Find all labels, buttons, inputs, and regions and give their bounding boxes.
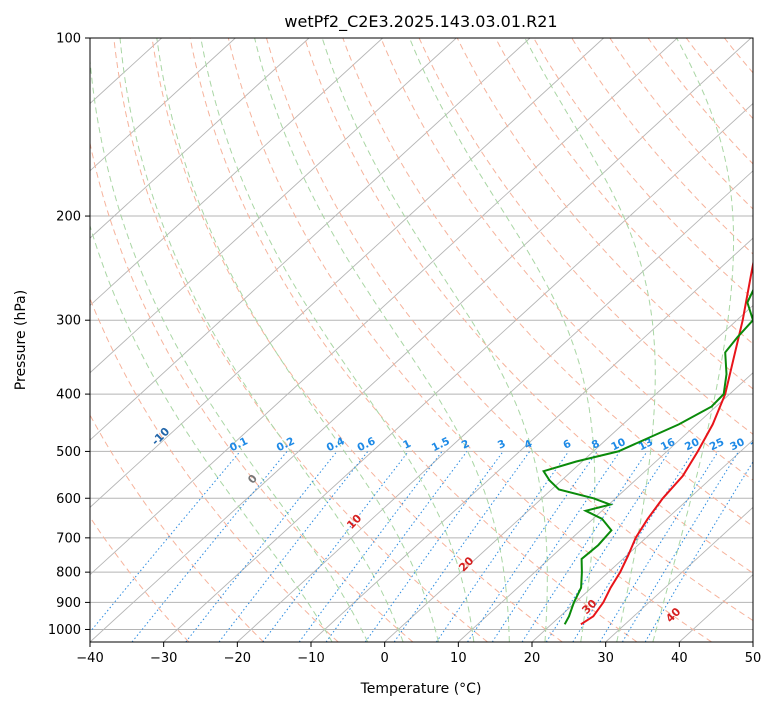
mixing-ratio-line — [491, 451, 621, 642]
isotherm-line — [90, 38, 752, 642]
x-tick-label: 30 — [597, 651, 614, 666]
isotherm-line — [90, 38, 531, 441]
dry-adiabat-line — [189, 38, 638, 642]
mixing-ratio-line — [393, 451, 531, 642]
dry-adiabat-line — [266, 38, 753, 622]
mixing-ratio-label: 2 — [460, 438, 472, 452]
isotherm-line — [458, 372, 753, 642]
x-tick-label: 0 — [381, 651, 389, 666]
plot-area: -100-90-80-70-60-50-40-30-20-10010203040… — [90, 38, 767, 642]
moist-adiabat-line — [254, 38, 510, 642]
plot-frame — [89, 37, 754, 643]
isotherm-gridlines — [90, 38, 753, 642]
dry-adiabat-line — [647, 38, 753, 165]
y-tick-label: 100 — [56, 32, 81, 47]
y-tick-label: 300 — [56, 314, 81, 329]
mixing-ratio-label: 4 — [522, 438, 534, 452]
x-tick-label: −30 — [150, 651, 177, 666]
isotherm-line — [90, 38, 604, 508]
x-tick-label: 10 — [450, 651, 467, 666]
dry-adiabats — [90, 38, 753, 642]
dry-adiabat-line — [227, 38, 712, 642]
mixing-ratio-label: 20 — [683, 436, 701, 453]
isotherm-line — [531, 439, 753, 642]
dry-adiabat-line — [456, 38, 753, 390]
x-tick-label: 40 — [671, 651, 688, 666]
moist-adiabats — [90, 38, 735, 642]
y-axis-ticks: 100 200 300 400 500 600 700 800 900 1000 — [48, 32, 90, 638]
isotherm-line — [90, 38, 678, 576]
mixing-ratio-line — [521, 451, 648, 642]
temperature-profile-line — [580, 259, 753, 626]
isotherm-line — [310, 237, 753, 642]
y-tick-label: 700 — [56, 531, 81, 546]
x-tick-label: −10 — [297, 651, 324, 666]
dry-adiabat-line — [418, 38, 753, 435]
mixing-ratio-label: 30 — [728, 436, 746, 453]
x-tick-label: 50 — [745, 651, 762, 666]
moist-adiabat-line — [409, 38, 596, 642]
mixing-ratio-label: 36 — [749, 436, 767, 453]
dry-adiabat-line — [113, 38, 488, 642]
isotherm-line — [90, 38, 383, 307]
mixing-ratio-label: 25 — [708, 436, 726, 453]
y-tick-label: 1000 — [48, 623, 81, 638]
moist-adiabat-line — [119, 38, 404, 642]
isotherm-line — [90, 38, 236, 172]
chart-title: wetPf2_C2E3.2025.143.03.01.R21 — [284, 12, 557, 32]
y-tick-label: 800 — [56, 566, 81, 581]
mixing-ratio-line — [545, 451, 670, 642]
mixing-ratio-label: 8 — [590, 438, 602, 452]
y-axis-label: Pressure (hPa) — [13, 290, 29, 390]
mixing-ratio-label: 6 — [561, 438, 573, 452]
moist-adiabat-line — [90, 55, 369, 642]
mixing-ratio-label: 16 — [659, 436, 677, 453]
x-axis-ticks: −40 −30 −20 −10 0 10 20 30 40 50 — [76, 642, 761, 666]
mixing-ratio-line — [621, 451, 740, 642]
moist-adiabat-line — [200, 38, 475, 642]
x-tick-label: −20 — [224, 651, 251, 666]
isotherm-line — [237, 170, 753, 642]
isotherm-line — [384, 304, 753, 642]
dry-adiabat-line — [304, 38, 753, 574]
mixing-ratio-line — [298, 451, 443, 642]
dry-adiabat-line — [380, 38, 753, 481]
dry-adiabat-line — [151, 38, 563, 642]
moist-adiabat-line — [321, 38, 548, 642]
mixing-ratio-lines — [90, 451, 753, 642]
mixing-ratio-line — [325, 451, 468, 642]
y-tick-label: 400 — [56, 388, 81, 403]
moist-adiabat-line — [156, 38, 439, 642]
mixing-ratio-line — [364, 451, 504, 642]
mixing-ratio-line — [131, 451, 288, 642]
y-tick-label: 600 — [56, 492, 81, 507]
mixing-ratio-line — [467, 451, 598, 642]
isotherm-line — [163, 102, 753, 642]
isobar-gridlines — [90, 38, 753, 630]
moist-adiabat-line — [652, 38, 735, 642]
mixing-ratio-line — [599, 451, 719, 642]
y-tick-label: 900 — [56, 596, 81, 611]
moist-adiabat-line — [90, 224, 333, 642]
x-tick-label: −40 — [76, 651, 103, 666]
mixing-ratio-label: 3 — [496, 438, 508, 452]
y-tick-label: 500 — [56, 445, 81, 460]
dry-adiabat-line — [90, 297, 339, 642]
dry-adiabat-line — [533, 38, 753, 300]
mixing-ratio-label: 1 — [401, 438, 413, 452]
mixing-ratio-line — [90, 451, 241, 633]
isotherm-line — [90, 38, 310, 239]
mixing-ratio-line — [262, 451, 409, 642]
x-tick-label: 20 — [524, 651, 541, 666]
x-axis-label: Temperature (°C) — [360, 681, 482, 697]
isotherm-line — [605, 506, 753, 642]
isotherm-line — [90, 38, 457, 374]
y-tick-label: 200 — [56, 210, 81, 225]
dry-adiabat-line — [90, 516, 190, 642]
dewpoint-profile-line — [542, 288, 753, 625]
mixing-ratio-line — [435, 451, 570, 642]
